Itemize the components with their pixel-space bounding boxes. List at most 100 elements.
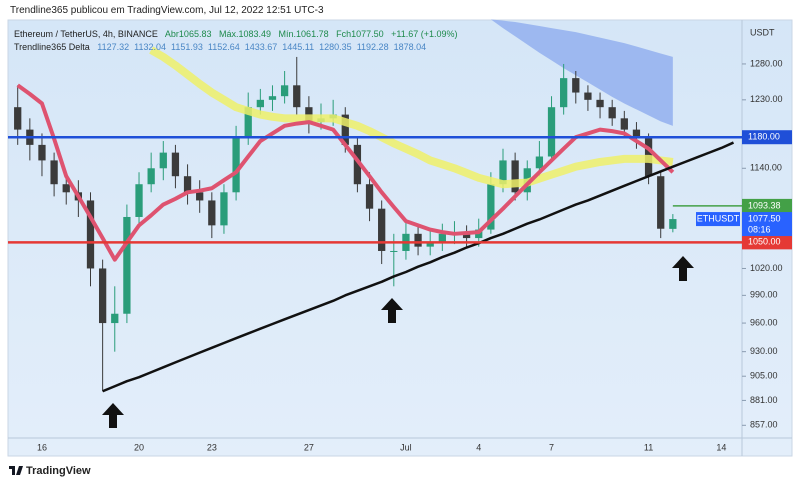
- y-tick-label: 881.00: [750, 395, 778, 405]
- candle-body: [280, 85, 289, 97]
- x-tick-label: 11: [644, 442, 653, 452]
- x-tick-label: 14: [716, 442, 726, 452]
- ohlc-low: Mín.1061.78: [278, 29, 329, 39]
- candle-body: [669, 219, 677, 229]
- indicator-value: 1192.28: [356, 42, 389, 52]
- indicator-value: 1151.93: [170, 42, 203, 52]
- indicator-name: Trendline365 Delta: [14, 42, 90, 52]
- up-arrow: [381, 298, 403, 323]
- indicator-value: 1878.04: [393, 42, 427, 52]
- candle-body: [487, 184, 495, 230]
- price-tag-label: 1050.00: [748, 237, 781, 247]
- y-tick-label: 1280.00: [750, 58, 783, 68]
- candle-body: [390, 250, 398, 252]
- up-arrow: [102, 403, 124, 428]
- indicator-line: [149, 46, 674, 189]
- candle-body: [535, 156, 544, 169]
- candle-body: [657, 176, 665, 229]
- page-title: Trendline365 publicou em TradingView.com…: [10, 5, 324, 16]
- x-tick-label: 23: [207, 442, 217, 452]
- indicator-value: 1433.67: [244, 42, 278, 52]
- candle-body: [584, 92, 592, 100]
- candle-body: [38, 144, 46, 161]
- candle-body: [293, 85, 301, 108]
- y-tick-label: 1020.00: [750, 263, 783, 273]
- cloud: [490, 19, 673, 126]
- y-tick-label: 857.00: [750, 420, 778, 430]
- currency-label: USDT: [750, 27, 775, 37]
- candle-body: [50, 160, 58, 185]
- x-tick-label: 27: [304, 442, 314, 452]
- y-tick-label: 1140.00: [750, 163, 782, 173]
- symbol-tag-label: ETHUSDT: [697, 213, 740, 223]
- x-tick-label: 16: [37, 442, 47, 452]
- candle-body: [86, 200, 95, 269]
- x-tick-label: 20: [134, 442, 144, 452]
- candle-body: [220, 192, 228, 226]
- indicator-value: 1132.04: [134, 42, 166, 52]
- candle-body: [438, 233, 446, 243]
- candle-body: [196, 192, 204, 201]
- symbol: Ethereum / TetherUS, 4h, BINANCE: [14, 29, 158, 39]
- y-tick-label: 905.00: [750, 371, 778, 381]
- candle-body: [159, 152, 167, 169]
- candle-body: [511, 160, 519, 193]
- symbol-legend: Ethereum / TetherUS, 4h, BINANCE Abr1065…: [14, 29, 463, 39]
- arrows: [102, 256, 694, 428]
- ohlc-high: Máx.1083.49: [218, 29, 272, 39]
- candle-body: [378, 208, 386, 251]
- candle-body: [353, 144, 362, 185]
- x-tick-label: 7: [549, 442, 554, 452]
- plot-area: [8, 19, 742, 393]
- ohlc-close: Fch1077.50: [336, 29, 384, 39]
- candle-body: [111, 313, 119, 324]
- candle-body: [620, 118, 628, 130]
- up-arrow: [672, 256, 694, 281]
- y-tick-label: 960.00: [750, 317, 778, 327]
- candle-body: [244, 107, 252, 138]
- candle-body: [98, 268, 107, 324]
- candle-body: [572, 78, 580, 93]
- candle-body: [232, 137, 240, 193]
- candle-body: [268, 96, 277, 100]
- candle-body: [365, 184, 374, 209]
- symbol-tag: [696, 212, 740, 227]
- candle-body: [256, 99, 264, 108]
- candle-body: [208, 200, 216, 226]
- price-tag: [742, 235, 792, 250]
- candle-body: [123, 216, 131, 314]
- x-tick-label: 4: [476, 442, 481, 452]
- indicator-value: 1445.11: [282, 42, 315, 52]
- y-tick-label: 990.00: [750, 290, 778, 300]
- y-tick-label: 1230.00: [750, 94, 783, 104]
- candle-body: [171, 152, 180, 177]
- price-tag-label: 1077.50: [748, 213, 781, 223]
- indicator-value: 1127.32: [97, 42, 130, 52]
- candle-body: [608, 107, 616, 119]
- candle-body: [62, 184, 70, 193]
- candle-body: [414, 233, 422, 247]
- indicator-value: 1280.35: [319, 42, 352, 52]
- candle-body: [183, 176, 192, 193]
- ohlc-change: +11.67 (+1.09%): [391, 29, 458, 39]
- candle-body: [462, 232, 471, 239]
- indicator-line: [102, 141, 735, 393]
- ohlc-open: Abr1065.83: [164, 29, 212, 39]
- candle-body: [135, 184, 143, 217]
- candle-body: [499, 160, 507, 185]
- footer-brand: TradingView: [26, 465, 91, 477]
- candle-body: [547, 107, 556, 157]
- logo: [9, 466, 23, 475]
- candle-body: [596, 99, 604, 108]
- candle-body: [341, 114, 349, 145]
- indicator-value: 1152.64: [207, 42, 240, 52]
- candle-body: [147, 168, 155, 185]
- x-tick-label: Jul: [400, 442, 412, 452]
- countdown: 08:16: [748, 224, 771, 234]
- price-tag: [742, 212, 792, 237]
- indicator-legend: Trendline365 Delta 1127.32 1132.04 1151.93…: [14, 42, 431, 52]
- candle-body: [632, 129, 641, 138]
- price-tag-label: 1093.38: [748, 200, 781, 210]
